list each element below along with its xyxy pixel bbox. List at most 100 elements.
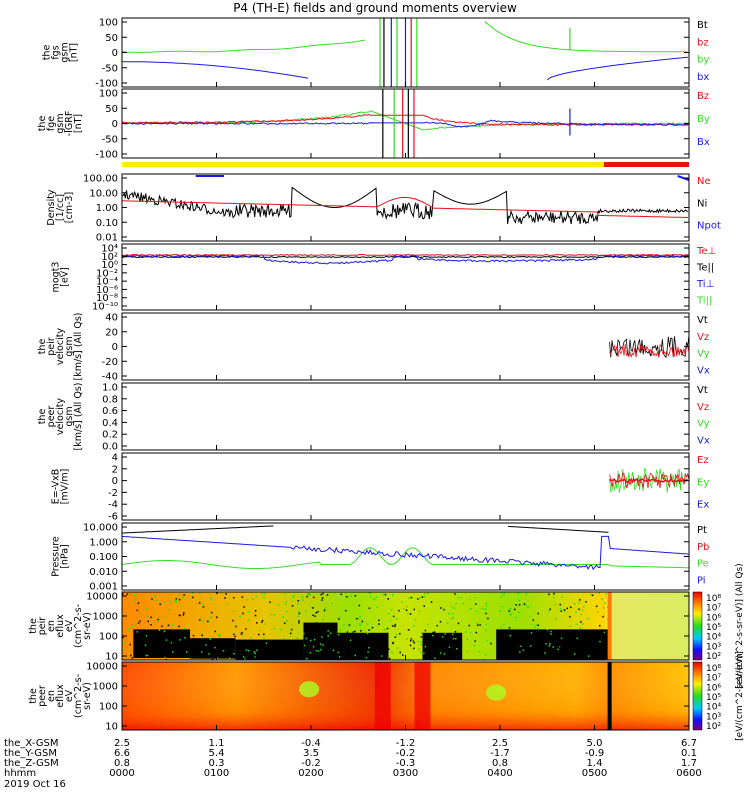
spectrogram-noise: [581, 609, 584, 611]
spectrogram-noise: [179, 614, 181, 617]
spectrogram-noise: [274, 644, 277, 646]
spectrogram-noise: [122, 593, 124, 595]
spectrogram-noise: [451, 613, 454, 615]
spectrogram-noise: [216, 657, 219, 660]
x-tick-label: -0.3: [396, 758, 416, 769]
spectrogram-noise: [218, 634, 221, 637]
spectrogram-noise: [409, 644, 412, 647]
spectrogram-noise: [312, 596, 315, 599]
svg-text:the: the: [37, 116, 48, 132]
series-Vz: [609, 343, 689, 359]
spectrogram-noise: [518, 603, 521, 606]
spectrogram-noise: [172, 651, 174, 653]
y-tick-label: 0.4: [102, 418, 118, 429]
spectrogram-edge: [607, 662, 612, 730]
y-tick-label: -6: [108, 512, 118, 523]
spectrogram-noise: [200, 651, 203, 653]
spectrogram-noise: [554, 603, 557, 606]
legend-Vx: Vx: [697, 435, 710, 446]
spectrogram-noise: [545, 643, 547, 645]
legend-Vz: Vz: [697, 402, 709, 413]
y-tick-label: 0.10: [96, 218, 118, 229]
spectrogram-noise: [527, 606, 530, 608]
spectrogram-noise: [476, 622, 479, 625]
legend-Vt: Vt: [697, 315, 708, 326]
mode-bar-slow: [122, 162, 604, 167]
spectrogram-noise: [243, 606, 245, 608]
spectrogram-noise: [380, 644, 382, 646]
x-tick-label: 1.7: [681, 758, 697, 769]
legend-Ex: Ex: [697, 500, 709, 511]
spectrogram-noise: [337, 633, 340, 636]
spectrogram-noise: [591, 594, 594, 597]
spectrogram-noise: [282, 638, 285, 640]
spectrogram-noise: [537, 612, 539, 615]
y-tick-label: 10⁻⁸: [96, 293, 118, 304]
x-tick-label: -0.4: [301, 738, 321, 749]
panel-8-data: [122, 525, 689, 571]
spectrogram-edge: [607, 592, 612, 660]
spectrogram-noise: [558, 644, 561, 647]
spectrogram-noise: [145, 635, 148, 637]
spectrogram-noise: [261, 619, 264, 622]
spectrogram-noise: [352, 636, 354, 638]
spectrogram-noise: [131, 625, 134, 627]
spectrogram-noise: [247, 611, 250, 613]
spectrogram-noise: [273, 656, 276, 658]
spectrogram-noise: [158, 620, 160, 622]
spectrogram-noise: [392, 641, 394, 644]
spectrogram-noise: [309, 593, 312, 596]
spectrogram-noise: [560, 637, 563, 640]
spectrogram-noise: [158, 629, 161, 631]
spectrogram-noise: [227, 653, 230, 656]
colorbar-label: [eV/(cm^2-s-sr-eV)]: [735, 651, 745, 741]
svg-text:the: the: [42, 45, 53, 61]
spectrogram-noise: [475, 603, 477, 605]
svg-text:[km/s] (All Qs): [km/s] (All Qs): [73, 313, 84, 381]
spectrogram-noise: [550, 630, 552, 633]
legend-Bx: Bx: [697, 137, 710, 148]
spectrogram-noise: [546, 629, 549, 631]
spectrogram-noise: [242, 634, 245, 636]
spectrogram-noise: [443, 608, 445, 611]
y-tick-label: 100: [99, 632, 118, 643]
spectrogram-noise: [298, 612, 301, 615]
x-tick-label: 0400: [487, 768, 512, 779]
legend-Vz: Vz: [697, 332, 709, 343]
spectrogram-noise: [134, 633, 137, 636]
y-axis-label: E=-VxB[mV/m]: [51, 469, 71, 505]
y-tick-label: 50: [105, 33, 118, 44]
spectrogram-noise: [327, 630, 329, 632]
spectrogram-noise: [209, 638, 212, 640]
svg-text:the: the: [28, 618, 39, 634]
spectrogram-feature: [299, 681, 320, 698]
spectrogram-noise: [585, 601, 587, 603]
spectrogram-noise: [587, 655, 590, 657]
spectrogram-noise: [376, 606, 378, 609]
spectrogram-noise: [587, 617, 589, 620]
spectrogram-noise: [420, 651, 422, 654]
spectrogram-noise: [440, 643, 442, 646]
spectrogram-noise: [508, 627, 511, 629]
spectrogram-noise: [459, 656, 462, 659]
spectrogram-noise: [559, 607, 562, 610]
spectrogram-noise: [579, 627, 582, 629]
spectrogram-gap: [190, 638, 236, 659]
spectrogram-noise: [133, 639, 135, 642]
spectrogram-noise: [485, 612, 487, 615]
spectrogram-noise: [175, 599, 178, 601]
colorbar-tick: 10⁷: [706, 674, 721, 684]
spectrogram-noise: [436, 624, 438, 627]
spectrogram-noise: [552, 646, 554, 648]
spectrogram-noise: [468, 599, 471, 601]
spectrogram-noise: [256, 649, 258, 651]
spectrogram-noise: [322, 592, 324, 595]
spectrogram-noise: [356, 617, 358, 620]
y-tick-label: 100: [99, 702, 118, 713]
series-Ni: [122, 186, 688, 225]
spectrogram-noise: [570, 606, 572, 609]
spectrogram-noise: [289, 640, 292, 643]
spectrogram-noise: [247, 619, 250, 621]
y-tick-label: 0: [112, 342, 118, 353]
